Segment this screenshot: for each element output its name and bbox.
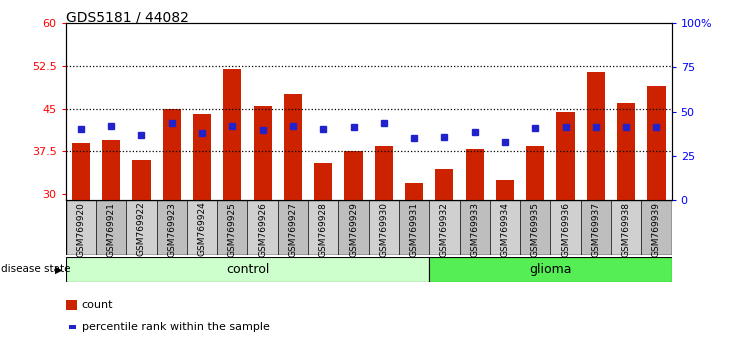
Text: GSM769921: GSM769921: [107, 202, 115, 257]
Bar: [526, 146, 545, 200]
Bar: [314, 163, 332, 200]
Bar: [345, 152, 363, 200]
Bar: [490, 200, 520, 255]
Bar: [72, 143, 90, 200]
Bar: [369, 200, 399, 255]
Text: GSM769926: GSM769926: [258, 202, 267, 257]
Bar: [66, 257, 429, 282]
Bar: [648, 86, 666, 200]
Bar: [617, 103, 635, 200]
Text: GSM769935: GSM769935: [531, 202, 539, 257]
Text: GSM769927: GSM769927: [288, 202, 297, 257]
Bar: [187, 200, 218, 255]
Text: GSM769920: GSM769920: [77, 202, 85, 257]
Text: GSM769938: GSM769938: [622, 202, 631, 257]
Text: GSM769923: GSM769923: [167, 202, 176, 257]
Bar: [581, 200, 611, 255]
Text: glioma: glioma: [529, 263, 572, 276]
Bar: [66, 200, 96, 255]
Bar: [253, 106, 272, 200]
Bar: [556, 112, 575, 200]
Text: GSM769928: GSM769928: [319, 202, 328, 257]
Bar: [247, 200, 277, 255]
Bar: [374, 146, 393, 200]
Bar: [218, 200, 247, 255]
Text: GSM769937: GSM769937: [591, 202, 600, 257]
Bar: [126, 200, 156, 255]
Bar: [277, 200, 308, 255]
Text: GSM769933: GSM769933: [470, 202, 479, 257]
Bar: [163, 109, 181, 200]
Bar: [641, 200, 672, 255]
Text: GSM769925: GSM769925: [228, 202, 237, 257]
Text: count: count: [82, 300, 113, 310]
Text: disease state: disease state: [1, 264, 71, 274]
Bar: [435, 169, 453, 200]
Bar: [157, 200, 187, 255]
Text: GSM769936: GSM769936: [561, 202, 570, 257]
Bar: [550, 200, 581, 255]
Bar: [193, 114, 211, 200]
Bar: [520, 200, 550, 255]
Bar: [405, 183, 423, 200]
Bar: [399, 200, 429, 255]
Bar: [339, 200, 369, 255]
Text: GSM769931: GSM769931: [410, 202, 418, 257]
Text: GSM769939: GSM769939: [652, 202, 661, 257]
Bar: [496, 180, 514, 200]
Text: percentile rank within the sample: percentile rank within the sample: [82, 322, 269, 332]
Bar: [466, 149, 484, 200]
Text: control: control: [226, 263, 269, 276]
Text: GSM769929: GSM769929: [349, 202, 358, 257]
Text: GSM769930: GSM769930: [380, 202, 388, 257]
Text: GSM769932: GSM769932: [440, 202, 449, 257]
Bar: [429, 257, 672, 282]
Text: ▶: ▶: [55, 264, 62, 274]
Text: GSM769934: GSM769934: [501, 202, 510, 257]
Text: GDS5181 / 44082: GDS5181 / 44082: [66, 11, 188, 25]
Text: GSM769922: GSM769922: [137, 202, 146, 256]
Bar: [308, 200, 339, 255]
Bar: [587, 72, 605, 200]
Bar: [96, 200, 126, 255]
Bar: [132, 160, 150, 200]
Bar: [102, 140, 120, 200]
Bar: [284, 95, 302, 200]
Bar: [429, 200, 460, 255]
Bar: [460, 200, 490, 255]
Bar: [611, 200, 641, 255]
Text: GSM769924: GSM769924: [198, 202, 207, 256]
Bar: [223, 69, 242, 200]
